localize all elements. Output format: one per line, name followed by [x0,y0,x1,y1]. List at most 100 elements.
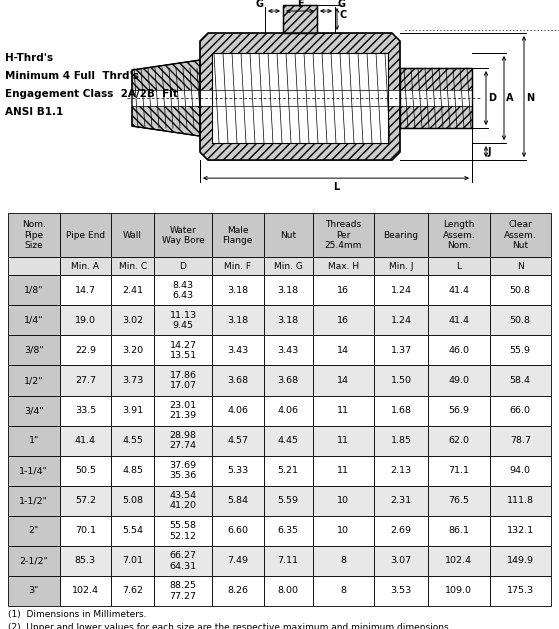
Text: 28.98
27.74: 28.98 27.74 [169,431,197,450]
Text: 175.3: 175.3 [506,586,534,596]
Bar [212,516,263,546]
Bar [154,257,212,276]
Bar [263,365,312,396]
Text: 7.11: 7.11 [278,557,299,565]
Text: 78.7: 78.7 [510,436,531,445]
Text: 43.54
41.20: 43.54 41.20 [169,491,197,511]
Text: 14: 14 [338,346,349,355]
Text: Engagement Class  2A/2B  Fit: Engagement Class 2A/2B Fit [5,89,178,99]
Text: 3.73: 3.73 [122,376,143,385]
Text: 149.9: 149.9 [507,557,534,565]
Bar [8,213,60,257]
Bar [490,305,551,335]
Text: 14.7: 14.7 [75,286,96,295]
Text: Minimum 4 Full  Thrd's: Minimum 4 Full Thrd's [5,71,139,81]
Bar [8,305,60,335]
Bar [60,516,111,546]
Text: 62.0: 62.0 [448,436,470,445]
Text: 41.4: 41.4 [448,316,470,325]
Bar [212,396,263,426]
Text: 58.4: 58.4 [510,376,531,385]
Bar [8,546,60,576]
Text: 50.5: 50.5 [75,466,96,475]
Text: 8: 8 [340,557,347,565]
Text: 2.13: 2.13 [391,466,411,475]
Bar [312,365,374,396]
Bar [428,276,490,305]
Text: 71.1: 71.1 [448,466,470,475]
Bar [111,455,154,486]
Bar [111,213,154,257]
Bar [490,213,551,257]
Text: 11: 11 [338,436,349,445]
Bar [312,396,374,426]
Bar [111,276,154,305]
Bar [490,546,551,576]
Text: 57.2: 57.2 [75,496,96,505]
Text: 8.26: 8.26 [227,586,248,596]
Bar [111,335,154,365]
Text: 102.4: 102.4 [72,586,99,596]
Bar [490,576,551,606]
Text: 1.24: 1.24 [391,286,411,295]
Bar [374,486,428,516]
Text: N: N [526,93,534,103]
Text: 5.21: 5.21 [278,466,299,475]
Text: Nut: Nut [280,231,296,240]
Bar [8,335,60,365]
Bar [263,305,312,335]
Text: H-Thrd's: H-Thrd's [5,53,53,63]
Text: 16: 16 [338,286,349,295]
Bar [8,365,60,396]
Bar [212,365,263,396]
Bar [212,455,263,486]
Bar [154,576,212,606]
Text: 50.8: 50.8 [510,316,531,325]
Text: Length
Assem.
Nom.: Length Assem. Nom. [443,220,475,250]
Bar [428,546,490,576]
Bar [374,305,428,335]
Text: 11: 11 [338,406,349,415]
Bar [263,546,312,576]
Bar [60,305,111,335]
Bar [154,213,212,257]
Text: 70.1: 70.1 [75,526,96,535]
Text: 11.13
9.45: 11.13 9.45 [169,311,197,330]
Polygon shape [132,60,200,136]
Bar [490,365,551,396]
Bar [374,365,428,396]
Text: 4.85: 4.85 [122,466,143,475]
Text: 86.1: 86.1 [448,526,470,535]
Bar [490,276,551,305]
Text: 1/4": 1/4" [24,316,44,325]
Text: 14.27
13.51: 14.27 13.51 [169,341,197,360]
Text: ANSI B1.1: ANSI B1.1 [5,107,63,117]
Text: 3.18: 3.18 [227,316,248,325]
Bar [60,365,111,396]
Text: 66.0: 66.0 [510,406,531,415]
Text: Male
Flange: Male Flange [222,226,253,245]
Bar [490,335,551,365]
Text: 3.18: 3.18 [227,286,248,295]
Text: 88.25
77.27: 88.25 77.27 [169,581,197,601]
Bar [263,426,312,455]
Text: 3.68: 3.68 [227,376,248,385]
Bar [428,486,490,516]
Text: 5.33: 5.33 [227,466,248,475]
Bar [154,516,212,546]
Bar [490,396,551,426]
Text: 1.68: 1.68 [391,406,411,415]
Bar [374,455,428,486]
Text: 2": 2" [29,526,39,535]
Bar [374,576,428,606]
Text: Max. H: Max. H [328,262,359,270]
Bar [374,335,428,365]
Text: 50.8: 50.8 [510,286,531,295]
Bar [400,68,472,128]
Bar [154,486,212,516]
Text: 10: 10 [338,526,349,535]
Bar [428,335,490,365]
Text: J: J [488,147,491,157]
Bar [374,213,428,257]
Bar [60,546,111,576]
